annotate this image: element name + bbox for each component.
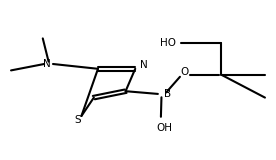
Text: OH: OH: [157, 123, 173, 133]
Text: B: B: [164, 89, 171, 99]
Text: HO: HO: [160, 38, 176, 48]
Text: S: S: [75, 115, 81, 125]
Text: N: N: [140, 60, 148, 70]
Text: N: N: [43, 59, 51, 69]
Text: O: O: [180, 67, 189, 77]
